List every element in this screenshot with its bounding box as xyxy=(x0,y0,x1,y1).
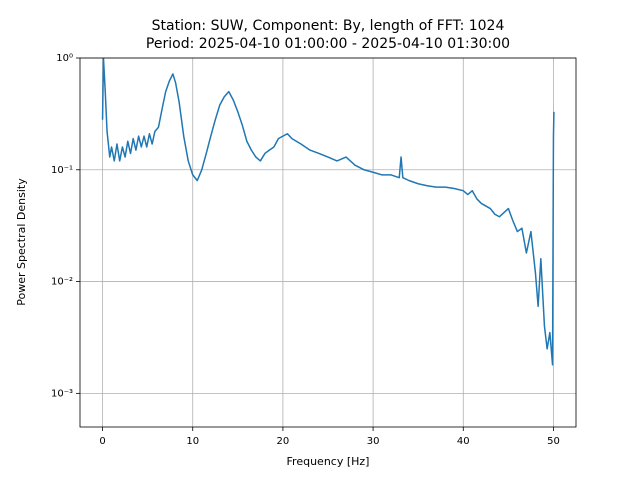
y-tick-label: 10⁻³ xyxy=(51,388,73,399)
x-tick-label: 30 xyxy=(367,436,380,447)
data-line xyxy=(101,58,555,366)
y-tick-label: 10⁰ xyxy=(56,53,73,64)
chart-subtitle: Period: 2025-04-10 01:00:00 - 2025-04-10… xyxy=(146,36,510,52)
plot-frame xyxy=(79,57,577,428)
chart-title: Station: SUW, Component: By, length of F… xyxy=(152,18,505,34)
x-tick-label: 50 xyxy=(547,436,560,447)
x-tick-label: 40 xyxy=(457,436,470,447)
x-tick-label: 10 xyxy=(186,436,199,447)
x-axis-label: Frequency [Hz] xyxy=(287,455,370,468)
y-tick-label: 10⁻¹ xyxy=(51,165,73,176)
y-axis-label: Power Spectral Density xyxy=(15,178,28,306)
y-tick-label: 10⁻² xyxy=(51,277,73,288)
x-tick-label: 20 xyxy=(277,436,290,447)
x-tick-label: 0 xyxy=(99,436,105,447)
